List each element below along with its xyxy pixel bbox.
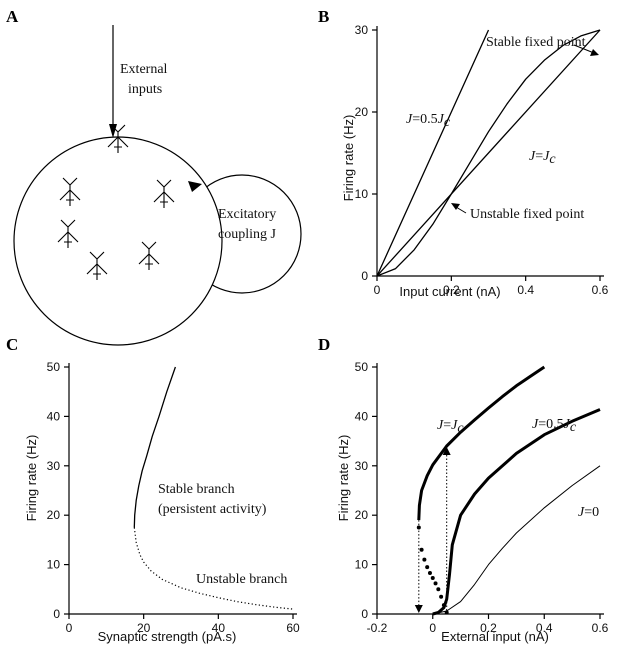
external-inputs-label-line1: External xyxy=(120,62,168,77)
unstable-fixed-point-label: Unstable fixed point xyxy=(470,207,584,222)
unstable-arrowhead xyxy=(451,203,460,210)
x-tick-label: 0 xyxy=(429,621,436,635)
jump-up-arrowhead xyxy=(442,447,451,456)
stable-branch-label-line1: Stable branch xyxy=(158,482,235,497)
unstable-branch-label: Unstable branch xyxy=(196,572,287,587)
series-line xyxy=(376,29,601,277)
series-line xyxy=(133,366,177,528)
x-tick-label: -0.2 xyxy=(367,621,388,635)
coupling-arrowhead xyxy=(188,181,202,192)
x-tick-label: 0.2 xyxy=(443,283,460,297)
y-tick-label: 30 xyxy=(47,459,61,473)
stable-branch-label-line2: (persistent activity) xyxy=(158,502,267,517)
y-axis-label: Firing rate (Hz) xyxy=(24,435,39,522)
x-tick-label: 0.2 xyxy=(480,621,497,635)
x-tick-label: 0.4 xyxy=(536,621,553,635)
series-line xyxy=(133,527,294,610)
neuron-icon xyxy=(138,241,160,270)
data-point xyxy=(439,594,444,599)
x-tick-label: 0 xyxy=(66,621,73,635)
jump-down-arrowhead xyxy=(414,605,423,613)
x-tick-label: 0.6 xyxy=(592,283,609,297)
y-tick-label: 0 xyxy=(53,607,60,621)
x-tick-label: 0.4 xyxy=(517,283,534,297)
series-line xyxy=(432,465,601,615)
input-arrowhead xyxy=(109,124,117,138)
neuron-icon xyxy=(57,219,79,248)
stable-arrowhead xyxy=(590,49,599,56)
data-point xyxy=(436,587,441,592)
curve-label-j-zero: J=0 xyxy=(578,505,599,520)
line-label-half-jc: J=0.5Jc xyxy=(406,112,451,130)
y-tick-label: 0 xyxy=(361,269,368,283)
y-tick-label: 50 xyxy=(355,360,369,374)
panel-a: A External inputs Excitatory coupling J xyxy=(6,7,302,346)
x-tick-label: 0 xyxy=(374,283,381,297)
series-line xyxy=(376,29,490,277)
y-tick-label: 10 xyxy=(355,187,369,201)
neuron-icon xyxy=(153,179,175,208)
panel-c: C 0 20 40 60 0 10 20 30 40 50 Synaptic strength (… xyxy=(6,335,300,644)
series-line xyxy=(376,29,601,277)
y-tick-label: 20 xyxy=(47,508,61,522)
line-label-jc: J=Jc xyxy=(529,149,556,167)
x-axis-label: Synaptic strength (pA.s) xyxy=(98,629,237,644)
panel-letter-a: A xyxy=(6,7,19,26)
data-point xyxy=(422,557,427,562)
stable-arrow xyxy=(573,44,595,54)
y-tick-label: 50 xyxy=(47,360,61,374)
stable-fixed-point-label: Stable fixed point xyxy=(486,35,586,50)
y-tick-label: 30 xyxy=(355,459,369,473)
curve-label-half-jc: J=0.5Jc xyxy=(532,417,577,435)
y-axis-label: Firing rate (Hz) xyxy=(341,115,356,202)
neuron-icon xyxy=(86,251,108,280)
data-point xyxy=(419,547,424,552)
y-tick-label: 20 xyxy=(355,508,369,522)
neuron-icon xyxy=(59,177,81,206)
y-tick-label: 40 xyxy=(47,409,61,423)
panel-letter-d: D xyxy=(318,335,330,354)
y-tick-label: 30 xyxy=(355,23,369,37)
series-line xyxy=(417,365,546,521)
panel-b: B 0 0.2 0.4 0.6 0 10 20 30 Input current (nA) F… xyxy=(318,7,609,299)
data-point xyxy=(427,570,432,575)
y-axis-label: Firing rate (Hz) xyxy=(336,435,351,522)
network-circle xyxy=(13,136,223,346)
excitatory-coupling-label-line1: Excitatory xyxy=(218,207,276,222)
panel-letter-c: C xyxy=(6,335,18,354)
x-tick-label: 20 xyxy=(137,621,151,635)
unstable-arrow xyxy=(455,206,467,214)
x-axis-label: External input (nA) xyxy=(441,629,549,644)
external-inputs-label-line2: inputs xyxy=(128,82,162,97)
x-tick-label: 40 xyxy=(212,621,226,635)
excitatory-coupling-label-line2: coupling J xyxy=(218,227,276,242)
panel-letter-b: B xyxy=(318,7,329,26)
x-tick-label: 0.6 xyxy=(592,621,609,635)
curve-label-jc: J=Jc xyxy=(437,418,464,436)
x-axis-label: Input current (nA) xyxy=(399,284,500,299)
series-line xyxy=(432,408,601,616)
y-tick-label: 0 xyxy=(361,607,368,621)
data-point xyxy=(433,581,438,586)
y-tick-label: 40 xyxy=(355,409,369,423)
y-tick-label: 10 xyxy=(47,558,61,572)
y-tick-label: 20 xyxy=(355,105,369,119)
data-point xyxy=(425,565,430,570)
neuron-icon xyxy=(107,124,129,153)
y-tick-label: 10 xyxy=(355,558,369,572)
x-tick-label: 60 xyxy=(286,621,300,635)
data-point xyxy=(430,575,435,580)
